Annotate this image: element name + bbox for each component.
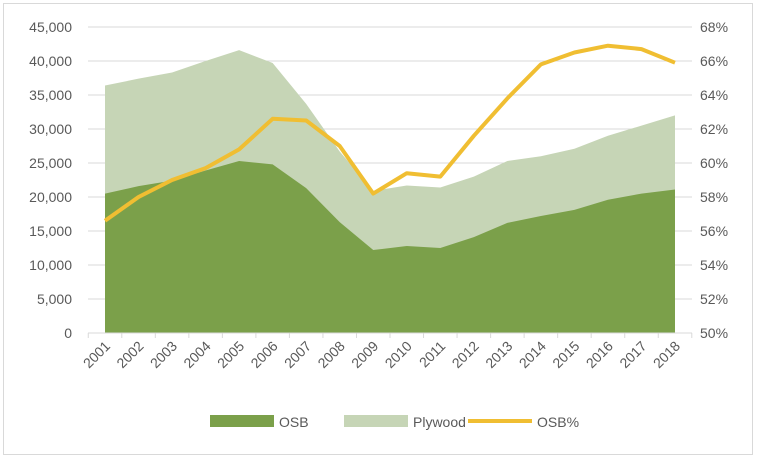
x-tick-label: 2017: [616, 338, 649, 371]
x-tick-label: 2001: [80, 338, 113, 371]
right-tick-label: 58%: [700, 189, 728, 205]
x-tick-label: 2005: [214, 338, 247, 371]
left-tick-label: 40,000: [29, 53, 72, 69]
left-tick-label: 35,000: [29, 87, 72, 103]
x-tick-label: 2003: [147, 338, 180, 371]
left-tick-label: 5,000: [37, 291, 72, 307]
x-tick-label: 2014: [516, 338, 549, 371]
right-tick-label: 56%: [700, 223, 728, 239]
x-tick-label: 2015: [549, 338, 582, 371]
x-tick-label: 2002: [113, 338, 146, 371]
x-tick-label: 2009: [348, 338, 381, 371]
legend-swatch-osb: [210, 415, 274, 427]
x-tick-label: 2016: [583, 338, 616, 371]
left-tick-label: 45,000: [29, 19, 72, 35]
legend-label-plywood: Plywood: [413, 414, 466, 430]
right-tick-label: 66%: [700, 53, 728, 69]
legend-swatch-plywood: [344, 415, 408, 427]
left-tick-label: 20,000: [29, 189, 72, 205]
x-tick-label: 2010: [382, 338, 415, 371]
left-tick-label: 25,000: [29, 155, 72, 171]
right-tick-label: 50%: [700, 325, 728, 341]
x-tick-label: 2018: [650, 338, 683, 371]
legend-label-osb: OSB: [279, 414, 309, 430]
x-tick-label: 2007: [281, 338, 314, 371]
right-tick-label: 64%: [700, 87, 728, 103]
right-tick-label: 62%: [700, 121, 728, 137]
x-tick-label: 2013: [482, 338, 515, 371]
right-tick-label: 52%: [700, 291, 728, 307]
right-tick-label: 54%: [700, 257, 728, 273]
x-tick-label: 2006: [247, 338, 280, 371]
chart-border: [3, 3, 753, 455]
right-tick-label: 60%: [700, 155, 728, 171]
area-osb: [105, 160, 675, 333]
left-tick-label: 0: [64, 325, 72, 341]
left-tick-label: 30,000: [29, 121, 72, 137]
x-tick-label: 2004: [180, 338, 213, 371]
x-tick-label: 2011: [416, 338, 449, 371]
right-tick-label: 68%: [700, 19, 728, 35]
left-tick-label: 10,000: [29, 257, 72, 273]
left-tick-label: 15,000: [29, 223, 72, 239]
x-tick-label: 2012: [449, 338, 482, 371]
x-tick-label: 2008: [314, 338, 347, 371]
legend-label-osb-pct: OSB%: [537, 414, 579, 430]
line-osb-pct: [103, 43, 676, 223]
